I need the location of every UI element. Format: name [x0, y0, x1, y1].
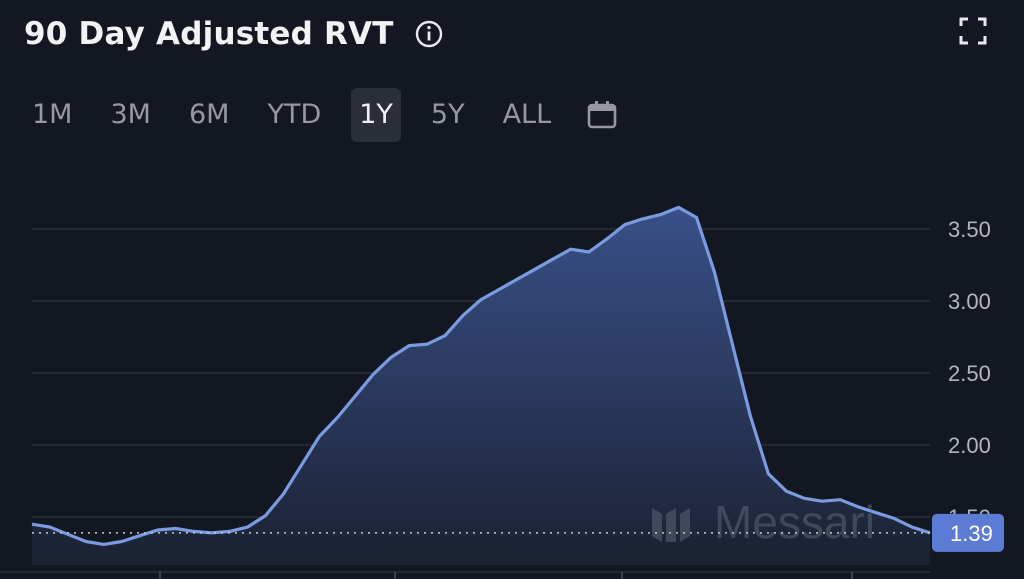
- x-axis: [0, 571, 930, 579]
- y-axis: 3.503.002.502.001.50: [948, 217, 991, 530]
- y-tick-label: 2.50: [948, 361, 991, 386]
- chart-header: 90 Day Adjusted RVT: [24, 12, 444, 56]
- range-button-all[interactable]: ALL: [502, 99, 552, 130]
- last-value-badge: 1.39: [32, 513, 1004, 552]
- range-button-3m[interactable]: 3M: [110, 99, 151, 130]
- range-button-6m[interactable]: 6M: [188, 99, 230, 130]
- time-range-selector: 1M 3M 6M YTD 1Y 5Y ALL: [24, 88, 619, 142]
- chart-area-layer: [31, 205, 931, 565]
- chart-title: 90 Day Adjusted RVT: [24, 16, 394, 52]
- series-line: [31, 205, 931, 546]
- last-value-label: 1.39: [950, 521, 993, 546]
- range-button-ytd[interactable]: YTD: [267, 99, 322, 130]
- watermark-text: Messari: [714, 496, 875, 548]
- series-area-fill: [32, 207, 930, 565]
- range-button-5y[interactable]: 5Y: [430, 99, 465, 130]
- y-tick-label: 2.00: [948, 433, 991, 458]
- y-tick-label: 3.50: [948, 217, 991, 242]
- last-value-badge-bg: [932, 513, 1004, 552]
- info-icon[interactable]: [414, 19, 444, 49]
- range-button-1m[interactable]: 1M: [32, 99, 73, 130]
- expand-icon[interactable]: [958, 16, 988, 46]
- calendar-icon[interactable]: [585, 98, 619, 132]
- messari-logo-icon: [652, 508, 690, 542]
- watermark: Messari: [652, 496, 875, 548]
- y-tick-label: 3.00: [948, 289, 991, 314]
- range-button-1y[interactable]: 1Y: [351, 88, 401, 142]
